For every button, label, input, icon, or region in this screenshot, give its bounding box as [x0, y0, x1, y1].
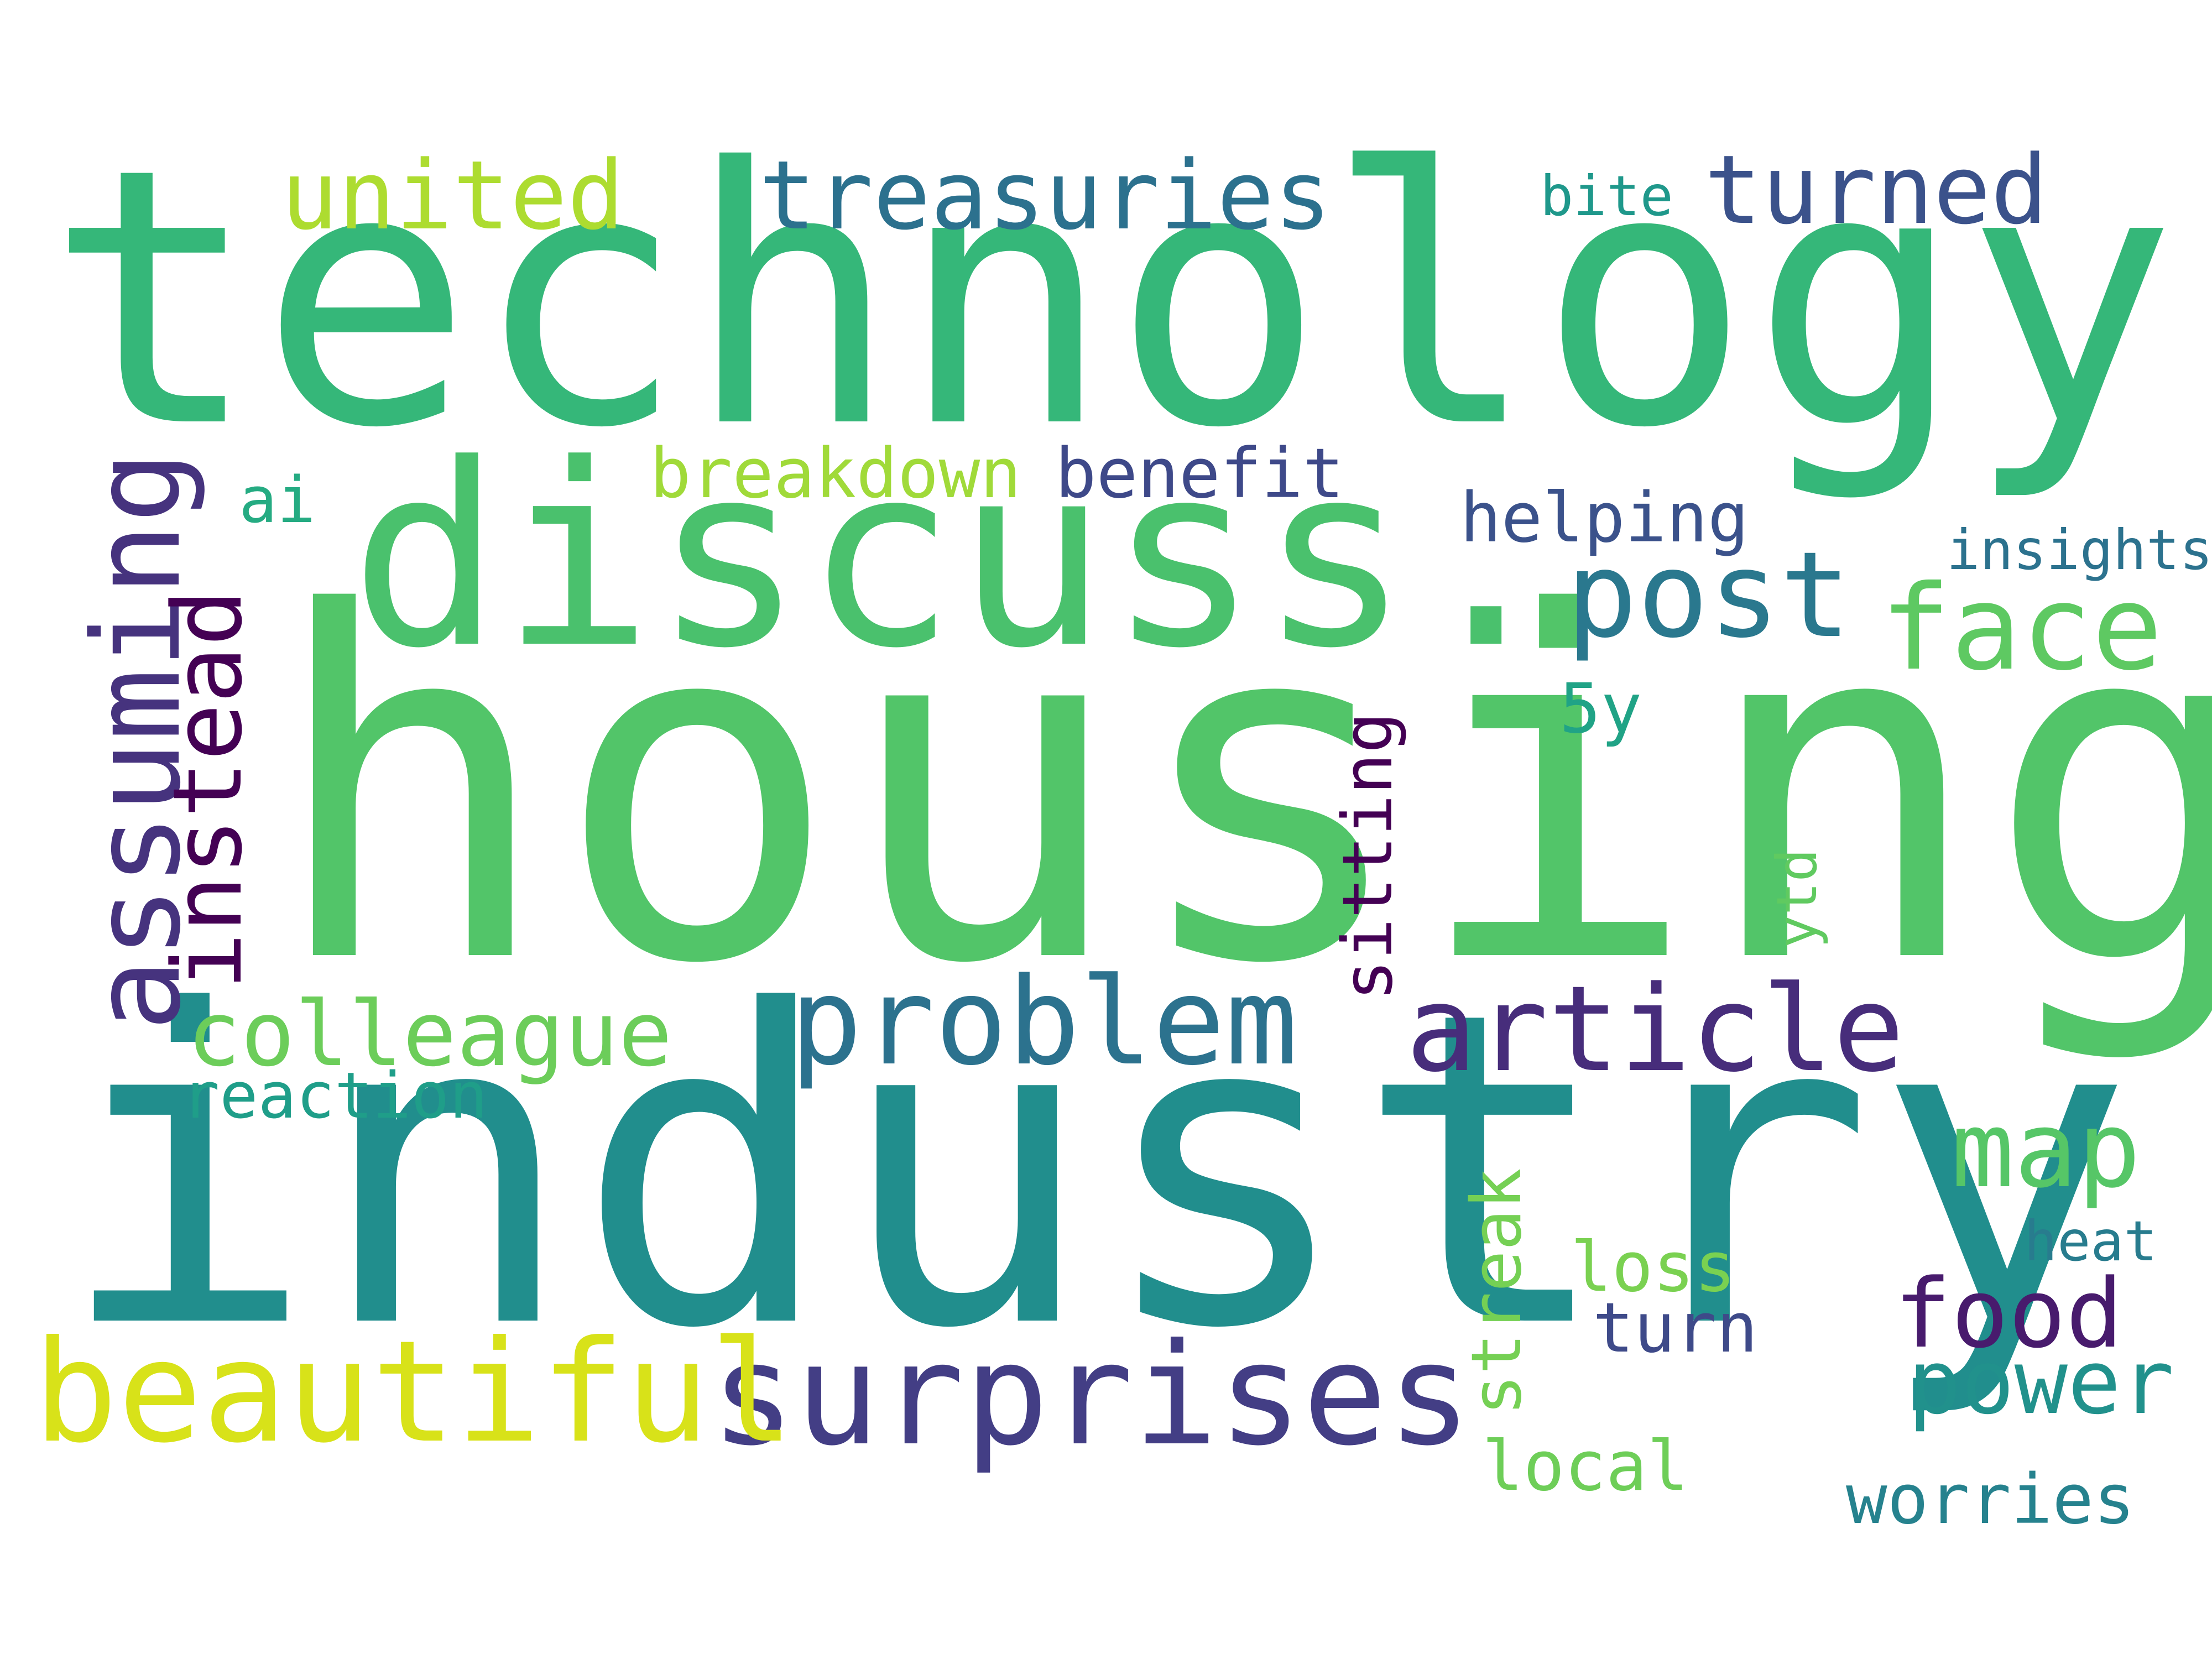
- word-5y: 5y: [1559, 669, 1642, 749]
- word-united: united: [281, 140, 625, 251]
- word-benefit: benefit: [1055, 434, 1344, 514]
- word-discuss: discuss.: [350, 411, 1562, 703]
- word-turned: turned: [1704, 134, 2048, 246]
- word-treasuries: treasuries: [759, 140, 1332, 251]
- word-streak: streak: [1457, 1168, 1537, 1416]
- word-industry: industry: [56, 920, 2134, 1422]
- word-sitting: sitting: [1328, 712, 1408, 1001]
- word-surprises: surprises: [711, 1313, 1472, 1477]
- word-reaction: reaction: [181, 1059, 488, 1133]
- word-bite: bite: [1540, 164, 1673, 228]
- word-worries: worries: [1846, 1460, 2135, 1540]
- word-face: face: [1880, 560, 2163, 696]
- word-heat: heat: [2024, 1209, 2157, 1274]
- word-power: power: [1908, 1331, 2174, 1434]
- word-beautiful: beautiful: [33, 1310, 795, 1474]
- word-turn: turn: [1593, 1288, 1758, 1368]
- word-ytd: ytd: [1765, 848, 1829, 948]
- word-breakdown: breakdown: [650, 434, 1021, 514]
- word-helping: helping: [1460, 478, 1749, 558]
- word-insights: insights: [1947, 518, 2212, 582]
- word-map: map: [1951, 1089, 2141, 1211]
- word-technology: technology: [46, 93, 2178, 505]
- word-instead: instead: [152, 589, 263, 990]
- word-article: article: [1406, 961, 1905, 1098]
- word-housing: housing: [268, 514, 2212, 1067]
- word-local: local: [1482, 1427, 1689, 1506]
- word-ai: ai: [239, 463, 316, 538]
- word-colleague: colleague: [187, 983, 672, 1087]
- word-post: post: [1566, 526, 1851, 664]
- word-food: food: [1894, 1258, 2124, 1369]
- word-problem: problem: [790, 952, 1298, 1092]
- word-loss: loss: [1571, 1228, 1736, 1307]
